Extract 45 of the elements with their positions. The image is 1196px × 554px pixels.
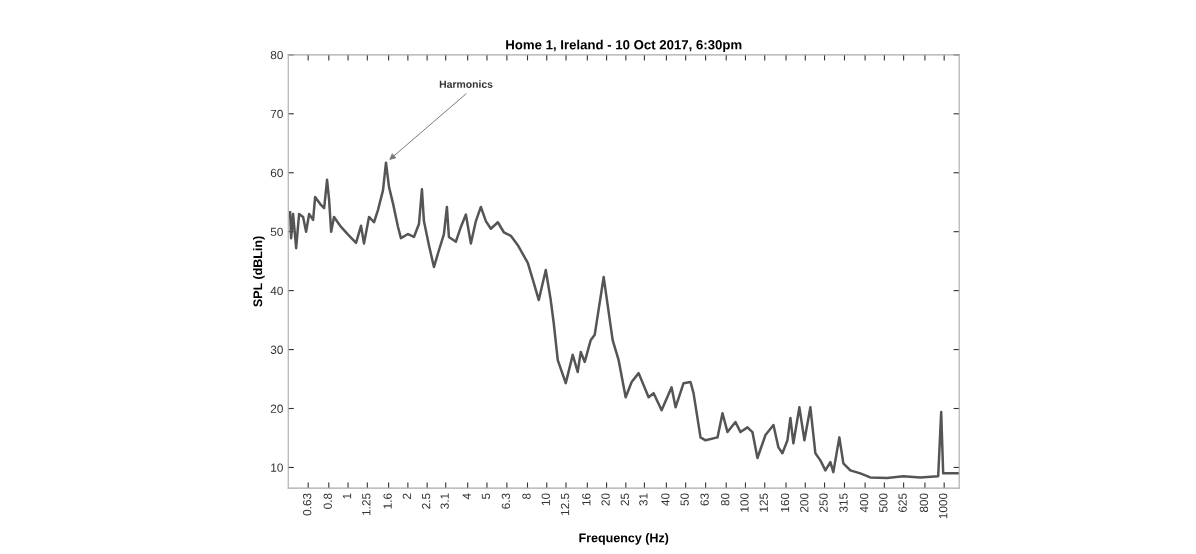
x-tick-label: 1000 [938, 493, 948, 519]
x-tick-label: 2.5 [421, 493, 431, 509]
x-tick-label: 63 [700, 493, 709, 506]
x-tick-label: 12.5 [560, 493, 570, 516]
x-tick-label: 625 [898, 493, 907, 513]
x-tick-label: 16 [582, 493, 591, 506]
y-tick-label: 70 [270, 109, 283, 119]
x-tick-label: 100 [740, 493, 749, 512]
x-tick-label: 80 [721, 493, 730, 506]
y-tick-label: 20 [270, 404, 283, 413]
x-tick-label: 2 [402, 493, 411, 499]
y-tick-label: 80 [270, 50, 283, 60]
x-tick-label: 125 [759, 493, 768, 512]
y-tick-label: 30 [270, 345, 283, 354]
annotation: Harmonics [439, 80, 493, 88]
chart-title: Home 1, Ireland - 10 Oct 2017, 6:30pm [506, 39, 742, 53]
x-tick-label: 250 [819, 493, 828, 513]
y-tick-label: 40 [270, 286, 283, 296]
x-tick-label: 25 [620, 493, 630, 506]
x-tick-label: 500 [879, 493, 888, 513]
x-tick-label: 200 [800, 493, 809, 513]
y-tick-label: 10 [271, 463, 283, 472]
x-tick-label: 1.25 [362, 493, 371, 516]
x-tick-label: 50 [680, 493, 689, 506]
x-tick-label: 160 [780, 493, 790, 512]
x-tick-label: 20 [601, 493, 610, 506]
x-tick-label: 0.8 [323, 493, 332, 509]
x-tick-label: 40 [661, 493, 670, 506]
y-tick-label: 50 [270, 227, 283, 237]
x-axis-title: Frequency (Hz) [579, 533, 669, 545]
x-tick-label: 8 [522, 493, 531, 499]
x-tick-label: 0.63 [302, 493, 312, 516]
x-tick-label: 3.1 [440, 493, 449, 509]
x-tick-label: 6.3 [501, 493, 511, 509]
x-tick-label: 315 [839, 493, 848, 513]
y-axis-title: SPL (dBLin) [253, 236, 265, 307]
x-tick-label: 4 [462, 493, 471, 500]
x-tick-label: 31 [639, 493, 648, 506]
x-tick-label: 400 [859, 493, 869, 513]
x-tick-label: 800 [919, 493, 929, 513]
x-tick-label: 1 [342, 493, 352, 499]
y-tick-label: 60 [270, 168, 283, 178]
x-tick-label: 10 [541, 493, 550, 506]
x-tick-label: 5 [481, 493, 491, 500]
x-tick-label: 1.6 [383, 493, 392, 509]
